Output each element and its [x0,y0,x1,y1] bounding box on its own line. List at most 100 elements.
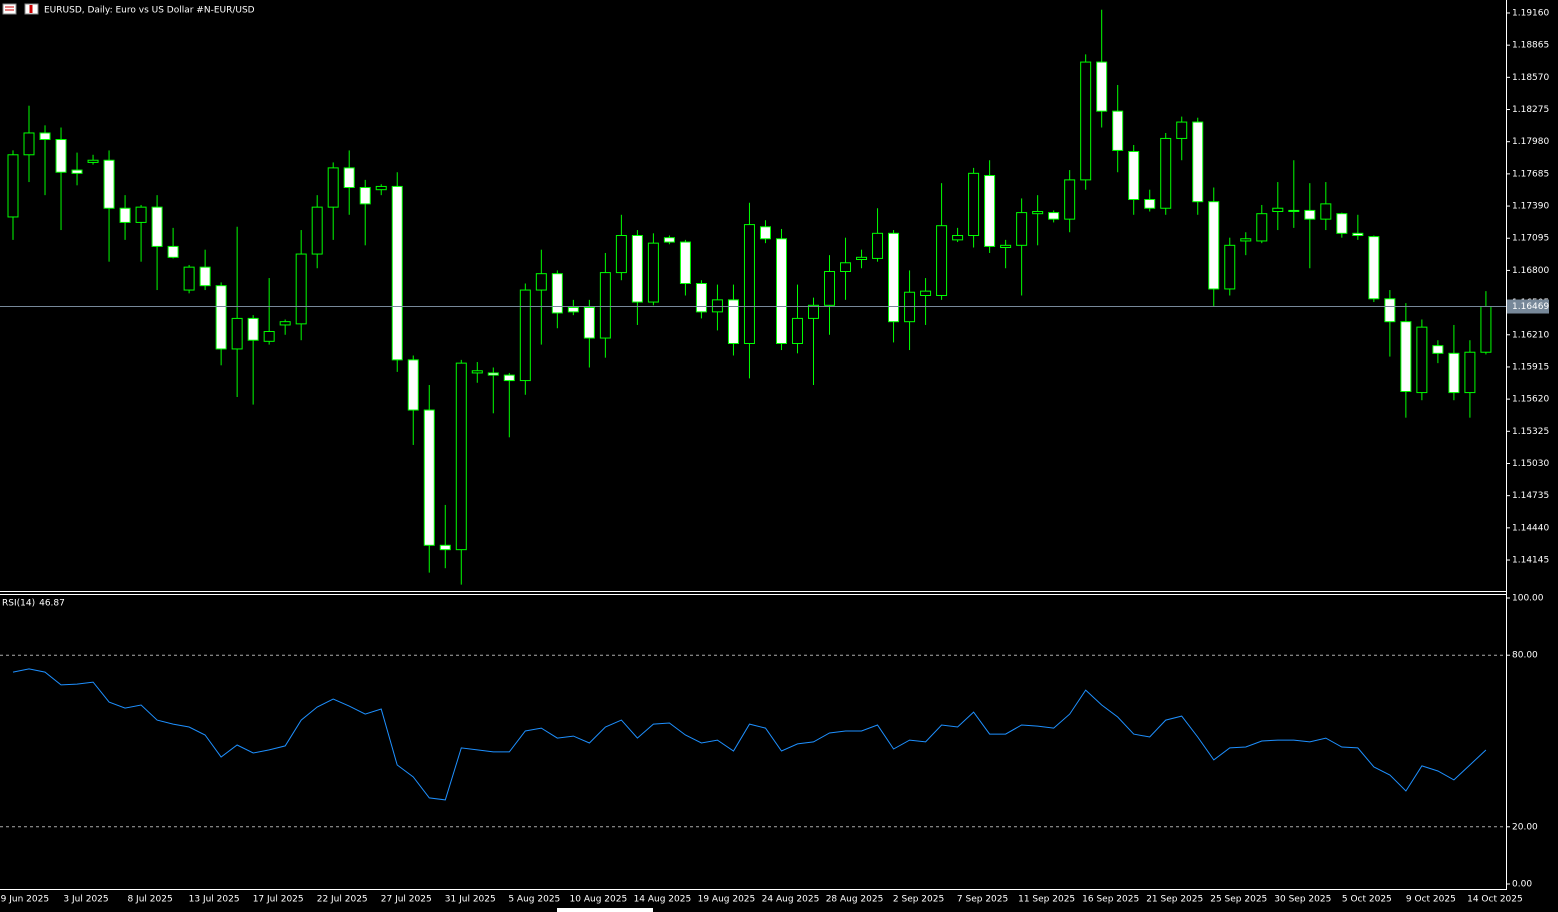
candle-body [599,272,611,339]
candle-body [151,206,163,247]
candle-body [519,289,531,382]
x-tick-label: 10 Aug 2025 [570,895,628,905]
candle-body [1288,209,1300,213]
candle-body [615,235,627,274]
candle-body [759,226,771,240]
candle-body [327,167,339,208]
x-tick-label: 13 Jul 2025 [189,895,240,905]
x-tick-label: 29 Jun 2025 [0,895,49,905]
candle-body [775,238,787,344]
x-tick-label: 17 Jul 2025 [253,895,304,905]
last-price-label: 1.16469 [1512,302,1549,312]
x-tick-label: 16 Sep 2025 [1082,895,1139,905]
candle-body [1048,212,1060,220]
candle-body [1272,207,1284,213]
x-tick-label: 31 Jul 2025 [445,895,496,905]
candle-body [824,271,836,306]
candle-body [1400,321,1412,392]
x-tick-label: 21 Sep 2025 [1146,895,1203,905]
candle-body [71,169,83,174]
candle-body [1224,244,1236,290]
y-tick-label: 1.16800 [1512,266,1549,276]
header-icons [2,3,39,15]
candle-body [135,206,147,223]
y-tick-label: 1.18275 [1512,105,1549,115]
candle-body [55,139,67,173]
x-tick-label: 14 Aug 2025 [634,895,692,905]
candle-body [840,262,852,273]
candle-body [1240,238,1252,242]
candle-body [279,321,291,326]
candle-body [695,283,707,313]
candle-body [551,273,563,314]
y-tick-label: 1.17390 [1512,202,1549,212]
candle-body [375,185,387,191]
candle-body [199,266,211,287]
y-tick-label: 1.14145 [1512,556,1549,566]
candle-body [1352,232,1364,237]
candle-body [103,159,115,209]
x-tick-label: 11 Sep 2025 [1018,895,1075,905]
candle-body [663,237,675,243]
candle-body [39,132,51,141]
candle-body [567,306,579,313]
candle-body [263,330,275,342]
indicator-value: 46.87 [39,599,65,609]
rsi-line [12,668,1487,801]
candle-body [503,374,515,382]
x-tick-label: 5 Oct 2025 [1342,895,1392,905]
candle-body [1128,151,1140,201]
candle-body [215,285,227,350]
y-tick-label: 1.18865 [1512,41,1549,51]
candle-body [631,235,643,303]
candle-body [952,235,964,241]
candle-body [1064,179,1076,220]
candle-body [439,544,451,551]
candle-body [1448,352,1460,394]
last-price-tag [1507,299,1549,314]
indicator-title: RSI(14) [2,599,35,609]
candle-body [888,232,900,323]
candle-body [1016,212,1028,246]
candle-body [727,299,739,344]
candle-body [1112,110,1124,151]
candle-body [1192,121,1204,203]
candle-body [808,304,819,319]
candle-body [984,175,996,247]
x-tick-label: 19 Aug 2025 [698,895,756,905]
scrollbar[interactable] [557,908,653,912]
y-tick-label: 1.15030 [1512,459,1549,469]
y-tick-label: 0.00 [1512,880,1532,890]
candle-body [1336,213,1348,234]
x-tick-label: 27 Jul 2025 [381,895,432,905]
candle-body [247,317,259,341]
candle-body [1368,236,1380,300]
candle-body [1176,121,1188,139]
y-tick-label: 1.15915 [1512,362,1549,372]
candle-body [791,317,803,344]
x-tick-label: 25 Sep 2025 [1210,895,1267,905]
candle-body [535,273,547,291]
candle-body [711,299,723,313]
candle-body [183,266,195,291]
candle-body [167,245,179,258]
candle-body [391,185,403,361]
candle-body [1080,61,1092,181]
candle-body [1304,209,1316,220]
y-tick-label: 1.14440 [1512,523,1549,533]
x-tick-label: 30 Sep 2025 [1274,895,1331,905]
menu-icon[interactable] [2,3,17,15]
candle-body [1144,199,1156,209]
candle-body [455,362,467,551]
chart-title: EURUSD, Daily: Euro vs US Dollar #N-EUR/… [44,6,255,16]
y-tick-label: 1.14735 [1512,491,1549,501]
y-tick-label: 20.00 [1512,822,1538,832]
candle-body [968,172,980,237]
x-tick-label: 14 Oct 2025 [1467,895,1523,905]
candle-body [856,256,868,261]
candle-body [1432,345,1444,354]
x-tick-label: 28 Aug 2025 [826,895,884,905]
candle-body [1096,61,1108,112]
